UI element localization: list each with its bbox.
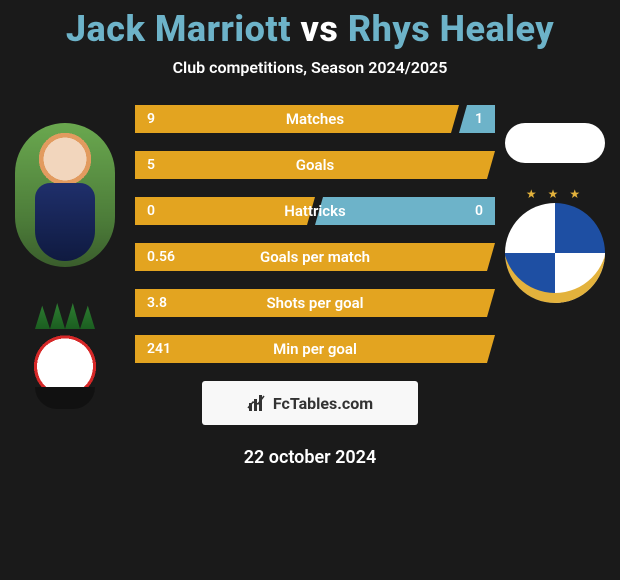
stat-bar-right: 1 [459, 105, 495, 133]
brand-badge[interactable]: FcTables.com [202, 381, 418, 425]
page-root: Jack Marriott vs Rhys Healey Club compet… [0, 8, 620, 580]
stat-value-right: 1 [463, 111, 495, 127]
bar-chart-icon [247, 393, 267, 413]
stat-row: 241Min per goal [135, 335, 495, 363]
title-player2: Rhys Healey [348, 8, 554, 50]
player1-club-crest [15, 307, 115, 415]
stat-bar-left: 9 [135, 105, 459, 133]
page-title: Jack Marriott vs Rhys Healey [0, 8, 620, 50]
stat-bar-right: 0 [315, 197, 495, 225]
stat-row: 3.8Shots per goal [135, 289, 495, 317]
date-label: 22 october 2024 [0, 447, 620, 468]
title-player1: Jack Marriott [66, 8, 291, 50]
stat-value-left: 0 [135, 203, 167, 219]
subtitle: Club competitions, Season 2024/2025 [0, 58, 620, 77]
player1-photo [15, 123, 115, 267]
stat-value-left: 3.8 [135, 295, 179, 311]
stat-row: 50Goals [135, 151, 495, 179]
stat-bar-left: 5 [135, 151, 495, 179]
right-column [500, 123, 610, 303]
stat-bar-left: 0 [135, 197, 315, 225]
stat-value-left: 0.56 [135, 249, 187, 265]
stat-bar-left: 3.8 [135, 289, 495, 317]
stat-row: 0.56Goals per match [135, 243, 495, 271]
stat-value-left: 241 [135, 341, 183, 357]
brand-label: FcTables.com [273, 394, 373, 413]
left-column [10, 123, 120, 415]
stat-value-right: 0 [463, 203, 495, 219]
stat-value-left: 9 [135, 111, 167, 127]
stat-row: 91Matches [135, 105, 495, 133]
stat-bar-left: 241 [135, 335, 495, 363]
stat-bar-left: 0.56 [135, 243, 495, 271]
stats-bar-group: 91Matches50Goals00Hattricks0.56Goals per… [135, 105, 495, 363]
title-vs: vs [300, 8, 338, 50]
stat-value-left: 5 [135, 157, 167, 173]
stat-row: 00Hattricks [135, 197, 495, 225]
player2-club-crest [505, 203, 605, 303]
player2-photo [505, 123, 605, 163]
